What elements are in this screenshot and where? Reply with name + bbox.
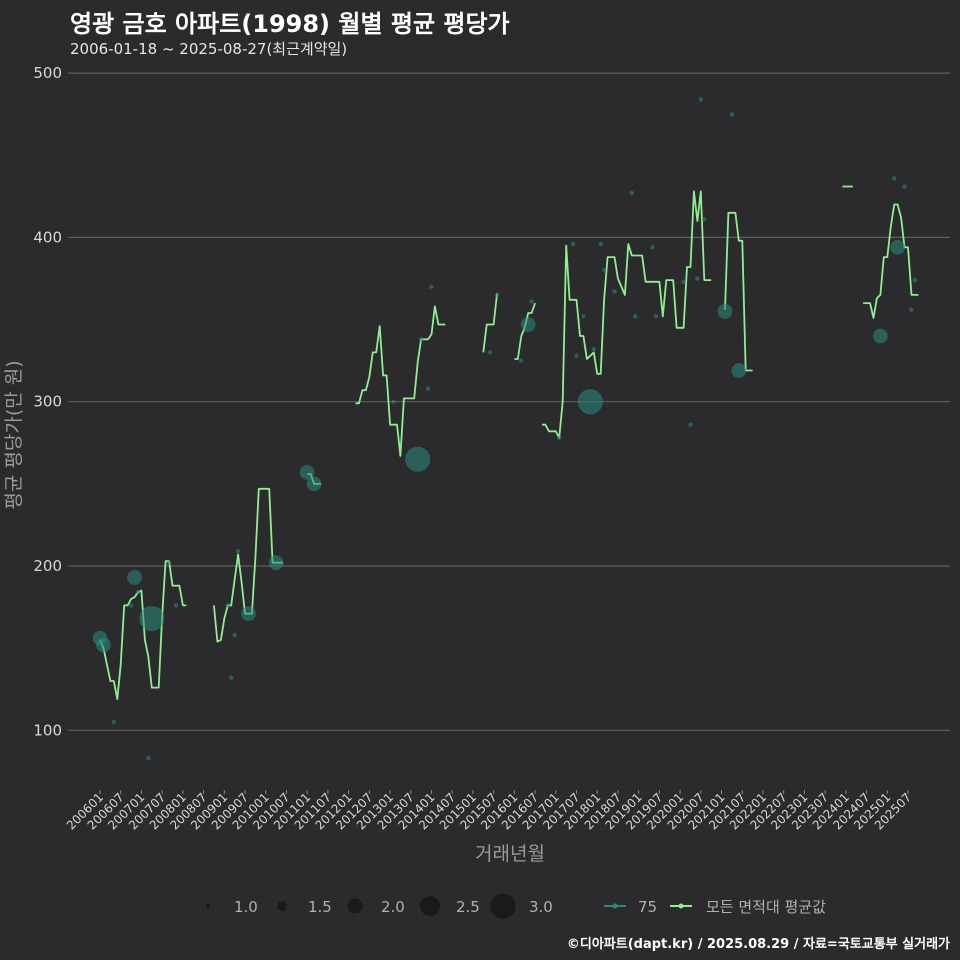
point-75-52 bbox=[902, 184, 907, 189]
point-75-47 bbox=[729, 111, 735, 117]
y-tick-labels: 100 200 300 400 500 bbox=[33, 64, 62, 739]
point-75-25 bbox=[519, 358, 524, 363]
point-75-8 bbox=[166, 560, 172, 565]
average-line-segment-5 bbox=[514, 302, 536, 360]
legend-75-dot bbox=[612, 903, 618, 909]
point-75-5 bbox=[135, 590, 141, 595]
average-line-segment-9 bbox=[863, 203, 919, 319]
x-tick-labels: 2006012006072007012007072008012008072009… bbox=[64, 790, 914, 833]
point-75-29 bbox=[570, 241, 576, 247]
point-75-53 bbox=[909, 307, 914, 312]
point-75-2 bbox=[111, 719, 117, 725]
point-75-39 bbox=[650, 245, 655, 250]
legend-avg-dot bbox=[678, 903, 684, 909]
point-75-43 bbox=[695, 276, 700, 281]
average-line-segment-6 bbox=[542, 190, 712, 439]
point-75-42 bbox=[688, 422, 693, 427]
source-caption: ©디아파트(dapt.kr) / 2025.08.29 / 자료=국토교통부 실… bbox=[566, 937, 950, 952]
x-axis-title: 거래년월 bbox=[475, 843, 545, 865]
average-line-segment-4 bbox=[482, 293, 498, 353]
average-line-segment-3 bbox=[355, 305, 446, 457]
point-75-35 bbox=[601, 268, 607, 273]
point-75-38 bbox=[633, 314, 638, 319]
point-75-51 bbox=[890, 239, 906, 255]
y-tick-label-200: 200 bbox=[33, 557, 62, 575]
point-75-11 bbox=[229, 675, 234, 680]
point-75-9 bbox=[173, 603, 179, 608]
point-75-40 bbox=[653, 314, 659, 319]
legend-size-label-0: 1.0 bbox=[234, 898, 258, 916]
point-75-31 bbox=[581, 314, 586, 319]
point-75-34 bbox=[598, 241, 603, 247]
legend-75-label: 75 bbox=[638, 898, 657, 916]
point-75-21 bbox=[425, 386, 431, 391]
chart-subtitle: 2006-01-18 ~ 2025-08-27(최근계약일) bbox=[70, 40, 348, 58]
legend-size-swatch-2 bbox=[347, 898, 363, 914]
point-75-3 bbox=[128, 603, 134, 608]
point-75-14 bbox=[241, 606, 256, 622]
grid-layer bbox=[68, 72, 950, 731]
y-axis-title: 평균 평당가(만 원) bbox=[3, 360, 25, 509]
point-75-7 bbox=[139, 605, 165, 632]
point-75-32 bbox=[577, 389, 603, 415]
point-75-16 bbox=[299, 464, 315, 480]
point-75-18 bbox=[391, 399, 396, 404]
point-75-19 bbox=[405, 446, 431, 472]
point-75-28 bbox=[557, 435, 562, 441]
point-75-13 bbox=[235, 549, 241, 554]
point-75-24 bbox=[494, 292, 500, 298]
point-75-6 bbox=[146, 756, 151, 761]
point-75-1 bbox=[96, 637, 111, 653]
legend-size-swatch-1 bbox=[277, 901, 287, 911]
point-75-27 bbox=[529, 299, 534, 304]
legend-size-label-4: 3.0 bbox=[529, 898, 553, 916]
point-75-22 bbox=[429, 284, 434, 289]
y-tick-label-500: 500 bbox=[33, 64, 62, 82]
legend-size-swatch-4 bbox=[490, 893, 516, 919]
point-75-23 bbox=[487, 350, 493, 355]
point-75-45 bbox=[702, 217, 707, 222]
point-75-15 bbox=[268, 555, 284, 571]
legend-size-label-1: 1.5 bbox=[308, 898, 332, 916]
point-75-33 bbox=[591, 346, 596, 352]
point-75-4 bbox=[127, 570, 142, 585]
point-75-50 bbox=[891, 176, 897, 181]
point-75-48 bbox=[731, 363, 747, 378]
point-75-54 bbox=[912, 277, 918, 283]
point-75-26 bbox=[520, 317, 536, 332]
point-75-36 bbox=[612, 289, 617, 294]
legend-size-label-3: 2.5 bbox=[456, 898, 480, 916]
legend-size-label-2: 2.0 bbox=[381, 898, 405, 916]
scatter-point-layer bbox=[92, 97, 918, 761]
point-75-17 bbox=[306, 476, 322, 492]
chart-title: 영광 금호 아파트(1998) 월별 평균 평당가 bbox=[70, 10, 510, 38]
average-line-layer bbox=[99, 185, 919, 700]
point-75-41 bbox=[681, 279, 686, 284]
point-75-12 bbox=[232, 632, 237, 638]
point-75-44 bbox=[698, 97, 704, 102]
legend-size-swatch-3 bbox=[420, 896, 440, 916]
average-line-segment-0 bbox=[99, 560, 187, 700]
point-75-10 bbox=[225, 603, 230, 608]
point-75-30 bbox=[574, 353, 579, 358]
y-tick-label-100: 100 bbox=[33, 721, 62, 739]
average-line-segment-7 bbox=[724, 211, 753, 372]
point-75-49 bbox=[872, 328, 888, 344]
y-tick-label-400: 400 bbox=[33, 228, 62, 246]
point-75-46 bbox=[717, 303, 733, 319]
point-75-37 bbox=[629, 190, 634, 196]
point-75-20 bbox=[418, 337, 424, 342]
legend-avg-label: 모든 면적대 평균값 bbox=[706, 898, 826, 916]
legend-size-swatch-0 bbox=[205, 903, 211, 909]
legend: 1.0 1.5 2.0 2.5 3.0 75 모든 면적대 평균값 bbox=[205, 893, 826, 919]
y-tick-label-300: 300 bbox=[33, 393, 62, 411]
